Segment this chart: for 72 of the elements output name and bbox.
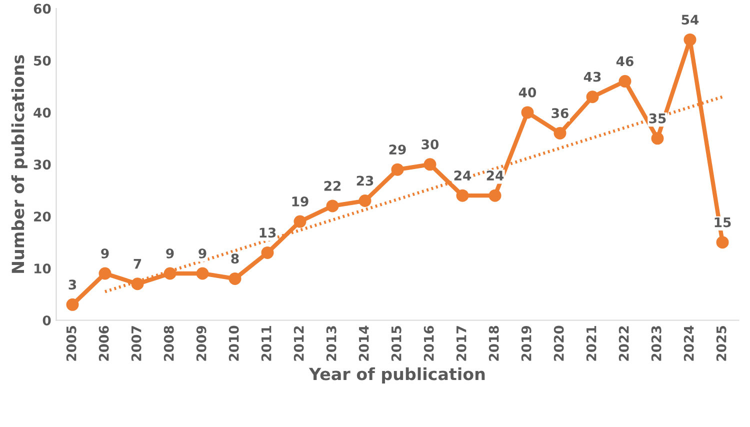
x-tick-label: 2025 (716, 326, 726, 361)
x-tick-label: 2010 (228, 326, 239, 361)
point (391, 163, 404, 176)
x-axis-title: Year of publication (308, 367, 485, 384)
data-label: 46 (616, 56, 634, 66)
x-tick-label: 2013 (326, 326, 336, 361)
point (131, 278, 144, 290)
x-tick-label: 2017 (456, 326, 466, 361)
data-label: 35 (649, 113, 666, 124)
y-tick-label: 10 (34, 264, 51, 274)
y-tick-label: 0 (42, 315, 51, 326)
point (521, 106, 534, 119)
data-label: 22 (324, 180, 341, 191)
data-label: 15 (714, 217, 731, 228)
x-tick-label: 2022 (618, 326, 629, 361)
data-label: 8 (231, 254, 239, 264)
x-tick-label: 2012 (294, 326, 304, 361)
x-tick-label: 2023 (651, 326, 662, 361)
point (651, 132, 664, 145)
point (716, 236, 729, 249)
y-tick-label: 30 (34, 160, 51, 170)
data-label: 36 (552, 108, 568, 118)
point (228, 272, 242, 285)
point (554, 126, 566, 140)
data-label: 24 (454, 170, 472, 180)
x-tick-label: 2007 (131, 326, 142, 361)
x-tick-label: 2016 (424, 326, 434, 361)
point (164, 267, 176, 280)
x-tick-label: 2011 (261, 326, 272, 361)
y-tick-label: 40 (34, 108, 51, 118)
data-label: 3 (68, 280, 76, 290)
data-label: 24 (486, 170, 504, 180)
x-tick-label: 2015 (391, 326, 402, 361)
data-label: 19 (292, 196, 308, 206)
point (98, 267, 112, 280)
point (326, 200, 339, 212)
data-label: 9 (101, 248, 109, 258)
point (618, 75, 632, 88)
data-label: 30 (422, 139, 439, 150)
data-label: 7 (134, 259, 142, 269)
point (294, 215, 306, 228)
point (684, 33, 696, 46)
point (424, 158, 436, 171)
data-label: 40 (518, 87, 536, 98)
x-tick-label: 2021 (586, 326, 596, 361)
x-tick-label: 2020 (554, 326, 564, 361)
x-tick-label: 2024 (684, 326, 694, 361)
point (456, 189, 469, 202)
data-label: 9 (198, 248, 206, 258)
point (488, 189, 502, 202)
data-label: 43 (584, 72, 601, 82)
y-tick-label: 20 (34, 212, 51, 222)
data-label: 13 (260, 228, 276, 238)
point (66, 298, 79, 311)
x-tick-label: 2014 (358, 326, 369, 361)
x-tick-label: 2006 (98, 326, 109, 361)
x-tick-label: 2009 (196, 326, 206, 361)
x-tick-label: 2019 (521, 326, 532, 361)
point (196, 267, 209, 280)
x-tick-label: 2005 (66, 326, 76, 361)
y-tick-label: 60 (34, 4, 51, 14)
y-tick-label: 50 (34, 56, 51, 66)
point (358, 194, 372, 208)
data-label: 54 (682, 14, 699, 25)
y-axis-title: Number of publications (11, 55, 28, 273)
x-tick-label: 2018 (488, 326, 499, 361)
data-label: 9 (166, 248, 174, 258)
data-label: 29 (389, 144, 406, 155)
data-label: 23 (356, 176, 374, 186)
point (586, 90, 599, 104)
point (261, 246, 274, 259)
x-tick-label: 2008 (164, 326, 174, 361)
